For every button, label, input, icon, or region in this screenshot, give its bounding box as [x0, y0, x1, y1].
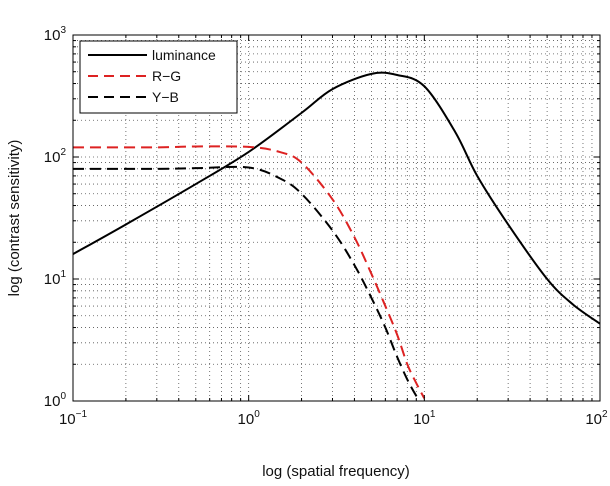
y-tick-label: 103 [44, 25, 67, 44]
x-tick-label-exponent: −1 [76, 409, 88, 420]
major-grid [73, 35, 600, 401]
x-tick-label-exponent: 2 [602, 409, 608, 420]
tick-marks [72, 34, 601, 402]
legend: luminance R−G Y−B [79, 40, 238, 114]
y-tick-label: 100 [44, 391, 67, 410]
legend-label: luminance [152, 47, 216, 63]
series-line-3 [73, 165, 422, 401]
y-tick-label-base: 10 [44, 27, 61, 44]
x-tick-label-base: 10 [413, 411, 430, 428]
y-tick-label-base: 10 [44, 149, 61, 166]
x-tick-label: 101 [413, 409, 436, 428]
y-tick-label-exponent: 0 [60, 391, 66, 402]
plot-frame [72, 34, 601, 402]
x-tick-label-exponent: 1 [430, 409, 436, 420]
y-tick-label: 102 [44, 147, 67, 166]
legend-label: R−G [152, 68, 181, 84]
legend-label: Y−B [152, 89, 179, 105]
series-group [73, 71, 600, 401]
series-line-1 [73, 71, 600, 325]
y-tick-label-exponent: 1 [60, 269, 66, 280]
series-line-2 [73, 145, 426, 399]
x-tick-label-exponent: 0 [254, 409, 260, 420]
y-tick-label: 101 [44, 269, 67, 288]
x-tick-label: 102 [585, 409, 608, 428]
x-axis-label: log (spatial frequency) [262, 463, 410, 480]
x-tick-label-base: 10 [585, 411, 602, 428]
x-tick-labels: 10−1 100 101 102 [59, 409, 608, 428]
y-tick-label-exponent: 2 [60, 147, 66, 158]
y-tick-label-exponent: 3 [60, 25, 66, 36]
x-tick-label: 10−1 [59, 409, 88, 428]
y-tick-label-base: 10 [44, 393, 61, 410]
x-tick-label-base: 10 [238, 411, 255, 428]
y-tick-label-base: 10 [44, 271, 61, 288]
x-tick-label-base: 10 [59, 411, 76, 428]
x-tick-label: 100 [238, 409, 261, 428]
y-axis-label: log (contrast sensitivity) [6, 140, 23, 297]
